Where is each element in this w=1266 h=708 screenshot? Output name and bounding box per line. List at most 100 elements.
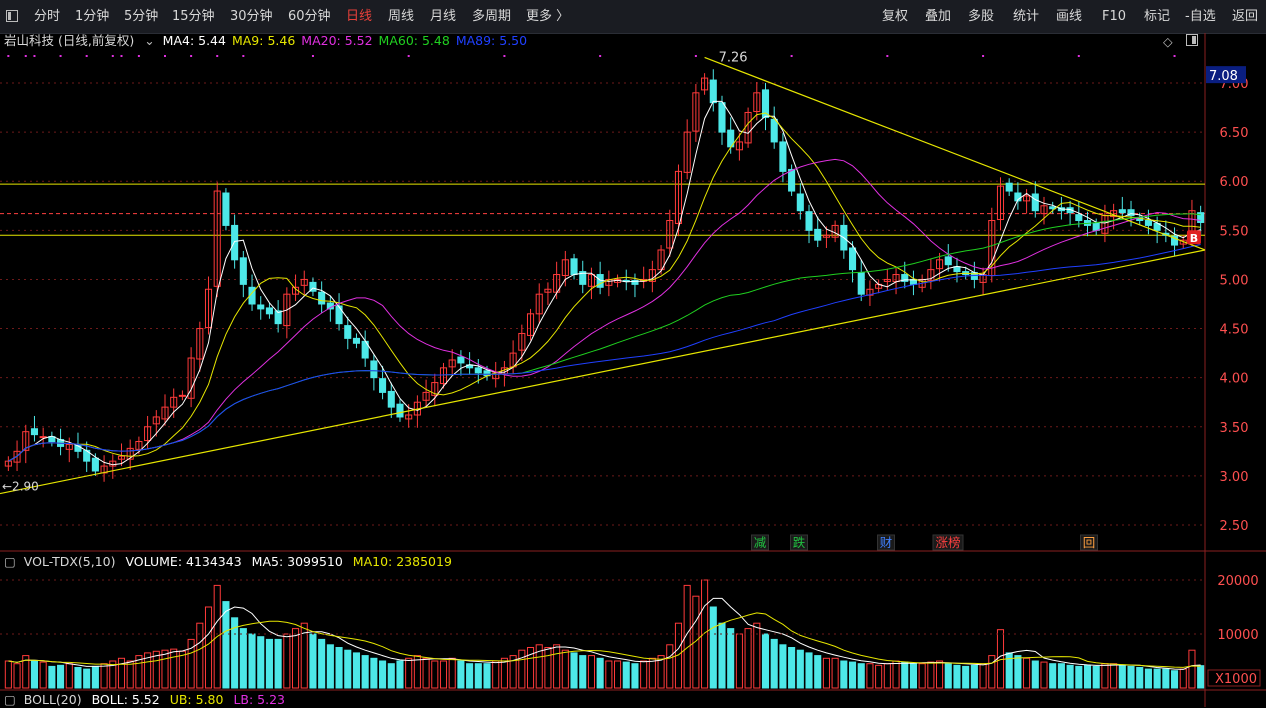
tab-1[interactable]: 1分钟 [75, 9, 110, 24]
tab-7[interactable]: 周线 [388, 9, 415, 24]
candle-body [761, 89, 770, 118]
volume-bar [361, 655, 369, 689]
volume-bar [718, 622, 726, 689]
volume-bar [1110, 663, 1118, 689]
kline-chart[interactable]: 7.006.506.005.505.004.504.003.503.002.50… [0, 33, 1266, 707]
event-tag-box [932, 534, 964, 551]
candle-body [544, 288, 552, 293]
candle-body [805, 211, 813, 231]
volume-bar [996, 629, 1005, 689]
volume-bar [309, 633, 317, 689]
volume-menu-icon[interactable]: ▢ [4, 554, 16, 569]
tool-button-0[interactable]: 复权 [882, 9, 909, 24]
high-price-label: 7.26 [719, 50, 748, 65]
volume-bar [666, 644, 674, 689]
boll-value: BOLL: 5.52 [91, 692, 160, 707]
candle-body [13, 450, 21, 463]
tab-3[interactable]: 15分钟 [172, 9, 215, 24]
tool-button-5[interactable]: F10 [1102, 9, 1127, 24]
volume-bar [509, 655, 517, 689]
stock-title: 岩山科技 (日线,前复权) [4, 33, 135, 48]
tab-9[interactable]: 多周期 [472, 9, 512, 24]
panel-toggle-icon[interactable] [1186, 34, 1198, 50]
tool-button-3[interactable]: 统计 [1013, 9, 1040, 24]
volume-header: ▢ VOL-TDX(5,10) VOLUME: 4134343 MA5: 309… [4, 554, 458, 570]
volume-bar [953, 664, 961, 689]
volume-bar [370, 657, 378, 689]
tool-button-1[interactable]: 叠加 [925, 9, 952, 24]
tool-button-6[interactable]: 标记 [1144, 9, 1171, 24]
volume-bar [483, 663, 491, 689]
candle-body [405, 414, 413, 420]
tool-button-7[interactable]: -自选 [1185, 9, 1216, 24]
volume-bar [788, 647, 796, 689]
tab-2[interactable]: 5分钟 [124, 9, 159, 24]
volume-bar [709, 606, 717, 689]
candle-body [901, 274, 909, 282]
volume-value: VOLUME: 4134343 [125, 554, 242, 569]
candle-body [587, 274, 595, 287]
volume-bar [178, 650, 186, 689]
candle-body [144, 426, 152, 442]
volume-bar [74, 666, 82, 689]
ma-label-0: MA4: 5.44 [162, 33, 226, 48]
event-tag-label: 涨榜 [935, 535, 960, 550]
tool-button-4[interactable]: 画线 [1056, 9, 1083, 24]
tool-button-2[interactable]: 多股 [968, 9, 995, 24]
boll-menu-icon[interactable]: ▢ [4, 692, 16, 707]
volume-bar [126, 660, 134, 689]
signal-dot [1173, 55, 1176, 57]
tab-10[interactable]: 更多 〉 [526, 9, 570, 24]
volume-bar [1153, 668, 1161, 689]
volume-bar [439, 660, 448, 689]
volume-bar [579, 655, 587, 689]
volume-bar [335, 647, 343, 689]
volume-bar [22, 655, 30, 689]
candle-body [518, 332, 526, 351]
candle-body [344, 325, 352, 339]
boll-title: BOLL(20) [23, 692, 82, 707]
event-tag-label: 减 [754, 535, 767, 550]
volume-bar [866, 663, 874, 689]
volume-bar [91, 665, 99, 689]
volume-bar [631, 663, 639, 689]
volume-bar [970, 664, 978, 689]
volume-bar [187, 638, 195, 689]
volume-bar [927, 661, 935, 689]
tab-8[interactable]: 月线 [430, 9, 457, 24]
volume-bar [83, 668, 91, 689]
signal-dot [120, 55, 123, 57]
candle-body [431, 382, 439, 396]
tab-6[interactable]: 日线 [346, 9, 373, 24]
tool-button-8[interactable]: 返回 [1232, 9, 1259, 24]
candle-body [474, 367, 482, 374]
signal-dot [886, 55, 889, 57]
candle-body [126, 447, 134, 460]
candle-body [1040, 205, 1048, 215]
chevron-down-icon[interactable]: ⌄ [144, 33, 155, 48]
candle-body [239, 257, 247, 285]
diamond-icon[interactable]: ◇ [1163, 34, 1173, 49]
volume-bar [840, 660, 848, 689]
candle-body [770, 118, 778, 143]
signal-dot [311, 55, 314, 57]
volume-bar [100, 663, 108, 689]
volume-bar [1101, 663, 1109, 689]
candle-body [170, 396, 178, 408]
candle-body [848, 247, 857, 271]
window-menu-icon[interactable] [6, 0, 20, 33]
candle-body [318, 291, 326, 305]
volume-bar [4, 660, 12, 689]
candle-body [1023, 195, 1031, 202]
tab-4[interactable]: 30分钟 [230, 9, 273, 24]
volume-bar [614, 660, 622, 689]
volume-bar [770, 638, 778, 689]
volume-bar [283, 633, 291, 689]
tab-0[interactable]: 分时 [34, 9, 61, 24]
tab-5[interactable]: 60分钟 [288, 9, 331, 24]
ma20-line [8, 158, 1201, 462]
main-header: 岩山科技 (日线,前复权) ⌄ MA4: 5.44 MA9: 5.46 MA20: … [4, 33, 539, 49]
candle-body [927, 269, 935, 281]
volume-bar [109, 660, 117, 689]
signal-dot [24, 55, 27, 57]
